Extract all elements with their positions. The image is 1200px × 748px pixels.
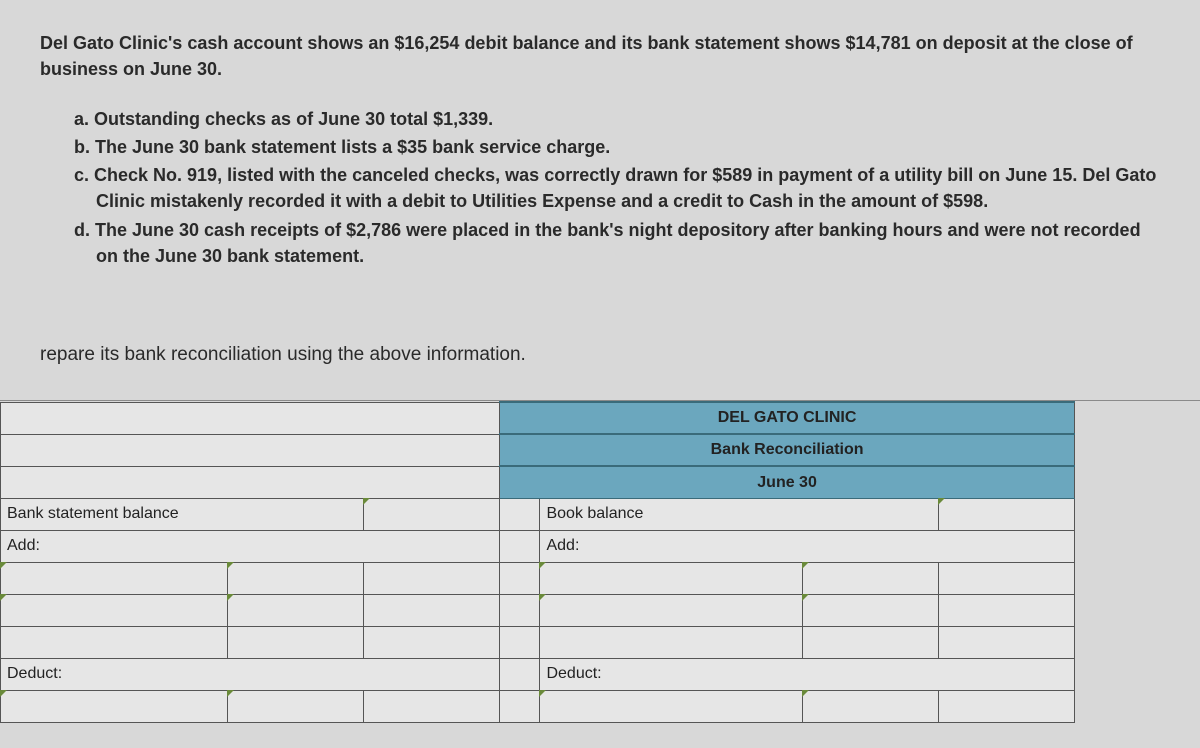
blank-r-2 — [938, 594, 1074, 626]
gap-4 — [500, 594, 540, 626]
header-company: DEL GATO CLINIC — [500, 402, 1075, 434]
gap-7 — [500, 690, 540, 722]
gap-2 — [500, 530, 540, 562]
header-left-blank-2 — [1, 434, 500, 466]
blank-l-2 — [364, 594, 500, 626]
reconciliation-table: DEL GATO CLINIC Bank Reconciliation June… — [0, 401, 1075, 723]
label-deduct-left: Deduct: — [1, 658, 500, 690]
blank-dl-1 — [364, 690, 500, 722]
label-bank-statement-balance: Bank statement balance — [1, 498, 364, 530]
input-book-balance[interactable] — [938, 498, 1074, 530]
problem-intro: Del Gato Clinic's cash account shows an … — [40, 30, 1160, 82]
instruction-text: repare its bank reconciliation using the… — [40, 271, 1160, 391]
input-deduct-right-desc-1[interactable] — [540, 690, 802, 722]
problem-item-d: d. The June 30 cash receipts of $2,786 w… — [74, 217, 1160, 269]
input-add-right-desc-1[interactable] — [540, 562, 802, 594]
blank-r-1 — [938, 562, 1074, 594]
subtotal-l-total — [364, 626, 500, 658]
problem-item-a: a. Outstanding checks as of June 30 tota… — [74, 106, 1160, 132]
input-add-right-amt-1[interactable] — [802, 562, 938, 594]
header-left-blank-1 — [1, 402, 500, 434]
label-add-right: Add: — [540, 530, 1075, 562]
subtotal-r-amt — [802, 626, 938, 658]
gap-5 — [500, 626, 540, 658]
input-add-right-desc-2[interactable] — [540, 594, 802, 626]
input-add-left-desc-2[interactable] — [1, 594, 228, 626]
header-left-blank-3 — [1, 466, 500, 498]
gap-3 — [500, 562, 540, 594]
subtotal-r-total — [938, 626, 1074, 658]
subtotal-l-blank — [1, 626, 228, 658]
header-date: June 30 — [500, 466, 1075, 498]
subtotal-r-blank — [540, 626, 802, 658]
problem-item-b: b. The June 30 bank statement lists a $3… — [74, 134, 1160, 160]
label-deduct-right: Deduct: — [540, 658, 1075, 690]
input-deduct-left-desc-1[interactable] — [1, 690, 228, 722]
input-deduct-left-amt-1[interactable] — [227, 690, 363, 722]
blank-l-1 — [364, 562, 500, 594]
input-add-left-desc-1[interactable] — [1, 562, 228, 594]
input-add-left-amt-2[interactable] — [227, 594, 363, 626]
problem-item-c: c. Check No. 919, listed with the cancel… — [74, 162, 1160, 214]
blank-dr-1 — [938, 690, 1074, 722]
input-deduct-right-amt-1[interactable] — [802, 690, 938, 722]
label-book-balance: Book balance — [540, 498, 938, 530]
input-add-left-amt-1[interactable] — [227, 562, 363, 594]
header-title: Bank Reconciliation — [500, 434, 1075, 466]
label-add-left: Add: — [1, 530, 500, 562]
subtotal-l-amt — [227, 626, 363, 658]
gap-6 — [500, 658, 540, 690]
gap-1 — [500, 498, 540, 530]
input-add-right-amt-2[interactable] — [802, 594, 938, 626]
input-bank-balance[interactable] — [364, 498, 500, 530]
